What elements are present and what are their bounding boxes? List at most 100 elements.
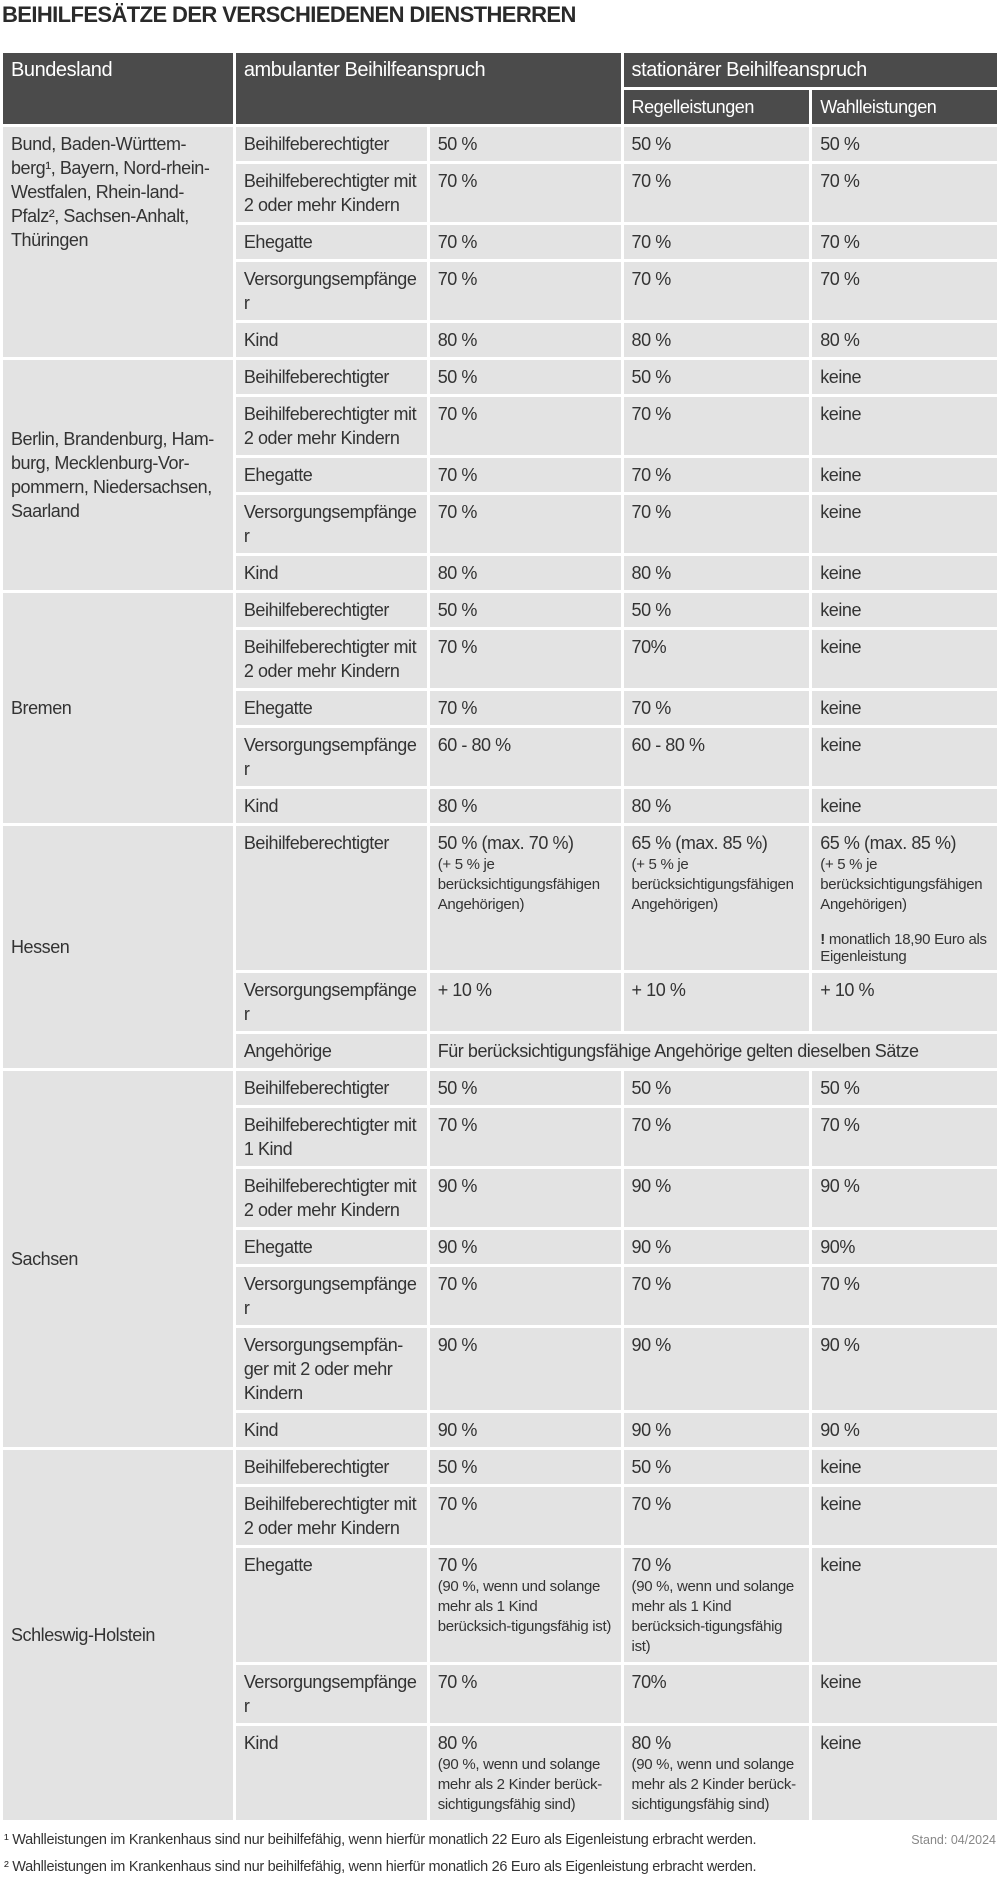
person-cell: Beihilfeberechtigter mit 2 oder mehr Kin… <box>235 1487 427 1545</box>
ambulant-cell: 70 % <box>429 630 621 688</box>
header-wahlleistungen: Wahlleistungen <box>812 90 997 124</box>
wahl-cell: keine <box>812 360 997 394</box>
wahl-cell-value: keine <box>820 1555 862 1575</box>
wahl-cell: keine <box>812 1450 997 1484</box>
regel-cell-value: 70 % <box>631 502 672 522</box>
person-cell: Beihilfeberechtigter <box>235 1071 427 1105</box>
wahl-cell-value: keine <box>820 1733 862 1753</box>
person-cell: Kind <box>235 789 427 823</box>
regel-cell-value: 70 % <box>631 232 672 252</box>
person-cell: Versorgungsempfänger <box>235 973 427 1031</box>
regel-cell-value: 80 % <box>631 563 672 583</box>
ambulant-cell: 50 % <box>429 127 621 161</box>
ambulant-cell: 90 % <box>429 1230 621 1264</box>
wahl-cell-value: 90 % <box>820 1176 860 1196</box>
person-cell: Ehegatte <box>235 1548 427 1662</box>
regel-cell: 80 % <box>623 556 810 590</box>
wahl-cell-value: keine <box>820 563 862 583</box>
wahl-cell-value: 70 % <box>820 269 860 289</box>
ambulant-cell-value: 70 % <box>437 465 478 485</box>
regel-cell-value: 50 % <box>631 134 672 154</box>
ambulant-cell-value: 70 % <box>437 232 478 252</box>
regel-cell-value: 70 % <box>631 1494 672 1514</box>
regel-cell-value: 90 % <box>631 1420 672 1440</box>
bundesland-cell: Hessen <box>3 826 233 1068</box>
ambulant-cell: 90 % <box>429 1413 621 1447</box>
regel-cell: 90 % <box>623 1169 810 1227</box>
table-row: Beihilfeberechtigter mit 1 Kind 70 % 70 % 7… <box>3 1108 997 1166</box>
wahl-cell: 90 % <box>812 1328 997 1410</box>
person-cell: Versorgungsempfänger <box>235 728 427 786</box>
person-cell: Beihilfeberechtigter mit 2 oder mehr Kin… <box>235 1169 427 1227</box>
wahl-cell-value: keine <box>820 796 862 816</box>
wahl-cell-value: keine <box>820 735 862 755</box>
person-cell: Beihilfeberechtigter <box>235 593 427 627</box>
wahl-cell: keine <box>812 556 997 590</box>
regel-cell: 70 % <box>623 397 810 455</box>
wahl-cell: keine <box>812 789 997 823</box>
wahl-cell: 90% <box>812 1230 997 1264</box>
ambulant-cell-value: 80 % <box>437 1733 478 1753</box>
ambulant-cell-value: 70 % <box>437 698 478 718</box>
wahl-cell: keine <box>812 691 997 725</box>
ambulant-cell: 80 % <box>429 556 621 590</box>
ambulant-cell: 90 % <box>429 1328 621 1410</box>
regel-cell-value: 70 % <box>631 698 672 718</box>
ambulant-cell: 50 % (max. 70 %) (+ 5 % je berücksichtigu… <box>429 826 621 970</box>
regel-cell-note: (90 %, wenn und solange mehr als 2 Kinde… <box>631 1756 797 1813</box>
wahl-cell: keine <box>812 1726 997 1820</box>
table-row: Bremen Beihilfeberechtigter 50 % 50 % keine <box>3 593 997 823</box>
bundesland-cell: Bund, Baden-Württem-berg¹, Bayern, Nord-… <box>3 127 233 357</box>
ambulant-cell-value: 90 % <box>437 1237 478 1257</box>
wahl-cell-value: 50 % <box>820 1078 860 1098</box>
table-row: Ehegatte 90 % 90 % 90% <box>3 1230 997 1264</box>
ambulant-cell-value: 50 % <box>437 1078 478 1098</box>
ambulant-cell-note: (+ 5 % je berücksichtigungsfähigen Angeh… <box>437 856 600 913</box>
regel-cell-value: 70% <box>631 1672 667 1692</box>
wahl-cell-value: 70 % <box>820 232 860 252</box>
regel-cell: 70 % <box>623 1487 810 1545</box>
ambulant-cell-value: 90 % <box>437 1420 478 1440</box>
wahl-cell-value: keine <box>820 465 862 485</box>
regel-cell-value: 70 % <box>631 1115 672 1135</box>
warning-mark: ! <box>820 931 825 948</box>
header-bundesland: Bundesland <box>3 53 233 124</box>
regel-cell-value: 70 % <box>631 404 672 424</box>
table-row: Ehegatte 70 % (90 %, wenn und solange mehr… <box>3 1548 997 1662</box>
table-row: Hessen Beihilfeberechtigter 50 % (max. 70 … <box>3 826 997 1068</box>
regel-cell-value: 50 % <box>631 367 672 387</box>
person-cell: Kind <box>235 323 427 357</box>
ambulant-cell: 70 % <box>429 1487 621 1545</box>
wahl-cell-value: 70 % <box>820 171 860 191</box>
table-row: Berlin, Brandenburg, Ham-burg, Mecklenbu… <box>3 360 997 590</box>
regel-cell-note: (90 %, wenn und solange mehr als 1 Kind … <box>631 1578 795 1655</box>
wahl-cell-value: keine <box>820 637 862 657</box>
ambulant-cell-value: 50 % <box>437 134 478 154</box>
regel-cell-value: 70 % <box>631 269 672 289</box>
table-row: Beihilfeberechtigter mit 2 oder mehr Kin… <box>3 397 997 455</box>
ambulant-cell: 70 % <box>429 1267 621 1325</box>
table-row: Versorgungsempfänger 60 - 80 % 60 - 80 % ke… <box>3 728 997 786</box>
ambulant-cell: 70 % <box>429 225 621 259</box>
wahl-cell: keine <box>812 1665 997 1723</box>
span-cell: Für berücksichtigungsfähige Angehörige g… <box>429 1034 997 1068</box>
bundesland-cell: Berlin, Brandenburg, Ham-burg, Mecklenbu… <box>3 360 233 590</box>
wahl-cell-value: 70 % <box>820 1115 860 1135</box>
wahl-cell: 90 % <box>812 1169 997 1227</box>
table-row: Beihilfeberechtigter mit 2 oder mehr Kin… <box>3 164 997 222</box>
person-cell: Versorgungsempfänger <box>235 262 427 320</box>
ambulant-cell: 70 % (90 %, wenn und solange mehr als 1 K… <box>429 1548 621 1662</box>
wahl-cell: keine <box>812 593 997 627</box>
wahl-cell: keine <box>812 630 997 688</box>
ambulant-cell-value: 90 % <box>437 1176 478 1196</box>
table-row: Beihilfeberechtigter mit 2 oder mehr Kin… <box>3 1487 997 1545</box>
bundesland-cell: Bremen <box>3 593 233 823</box>
ambulant-cell: 90 % <box>429 1169 621 1227</box>
regel-cell: 70 % <box>623 495 810 553</box>
footnote-2: ² Wahlleistungen im Krankenhaus sind nur… <box>4 1859 757 1875</box>
ambulant-cell-value: 70 % <box>437 171 478 191</box>
ambulant-cell: + 10 % <box>429 973 621 1031</box>
person-cell: Kind <box>235 1413 427 1447</box>
footnote-row-1: ¹ Wahlleistungen im Krankenhaus sind nur… <box>4 1831 996 1850</box>
wahl-cell-value: 90 % <box>820 1335 860 1355</box>
